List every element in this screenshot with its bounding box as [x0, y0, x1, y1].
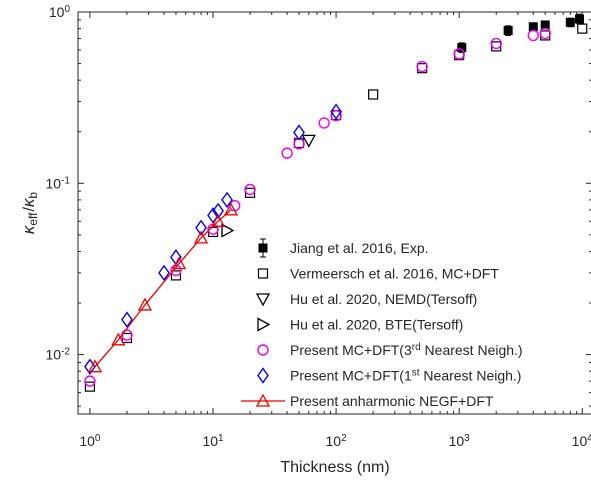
data-point — [170, 270, 182, 281]
legend-label: Vermeersch et al. 2016, MC+DFT — [290, 266, 499, 282]
axis-ticks: 100 101 102 103 104 10-2 10-1 100 — [46, 4, 591, 450]
legend-label: Present anharmonic NEGF+DFT — [290, 393, 494, 409]
data-point — [84, 375, 96, 387]
legend-label: Present MC+DFT(3rd Nearest Neigh.) — [290, 342, 523, 359]
series-6 — [87, 202, 239, 373]
y-axis-label: κeff/κb — [19, 192, 40, 235]
data-point — [453, 48, 465, 60]
data-point — [330, 110, 342, 122]
series-2 — [301, 134, 316, 148]
legend-item: Present MC+DFT(1st Nearest Neigh.) — [257, 367, 521, 384]
svg-text:κeff/κb: κeff/κb — [19, 192, 40, 235]
data-point — [211, 213, 226, 227]
series-1 — [84, 23, 588, 392]
data-point — [527, 29, 539, 42]
data-point — [490, 37, 502, 50]
legend-label: Hu et al. 2020, BTE(Tersoff) — [290, 317, 463, 333]
data-point — [539, 27, 551, 40]
data-point — [207, 207, 219, 224]
data-point — [301, 134, 316, 148]
legend-marker — [257, 344, 269, 356]
data-point — [368, 89, 379, 100]
data-point — [195, 219, 207, 236]
x-tick-label: 102 — [326, 433, 348, 450]
x-tick-label: 104 — [572, 433, 591, 450]
x-tick-label: 103 — [449, 433, 471, 450]
data-point — [293, 124, 305, 141]
data-point — [244, 183, 256, 196]
data-point — [575, 14, 585, 24]
data-point — [212, 202, 224, 220]
x-tick-label: 100 — [79, 433, 101, 450]
x-axis-label: Thickness (nm) — [280, 459, 389, 476]
y-tick-label: 100 — [49, 4, 71, 21]
legend-marker — [255, 393, 271, 407]
y-tick-label: 10-1 — [46, 175, 71, 192]
series-0 — [457, 13, 585, 54]
legend-item: Hu et al. 2020, NEMD(Tersoff) — [255, 291, 477, 307]
x-tick-label: 101 — [202, 433, 224, 450]
legend-marker — [257, 268, 269, 279]
legend-item: Hu et al. 2020, BTE(Tersoff) — [257, 317, 463, 333]
legend-label: Jiang et al. 2016, Exp. — [290, 240, 429, 256]
data-point — [171, 256, 187, 270]
legend-label: Hu et al. 2020, NEMD(Tersoff) — [290, 291, 477, 307]
legend-item: Jiang et al. 2016, Exp. — [258, 238, 429, 258]
data-point — [565, 17, 575, 27]
data-point — [528, 22, 538, 32]
data-point — [318, 117, 330, 129]
data-point — [281, 147, 293, 159]
series-3 — [221, 223, 235, 238]
data-point — [491, 41, 502, 52]
data-point — [137, 297, 153, 311]
y-tick-label: 10-2 — [46, 346, 71, 363]
legend-item: Vermeersch et al. 2016, MC+DFT — [257, 266, 499, 282]
data-point — [193, 230, 209, 244]
data-point — [87, 359, 103, 373]
data-point — [457, 43, 467, 53]
series-line — [94, 209, 232, 368]
data-point — [221, 223, 235, 238]
axes-frame — [77, 11, 591, 415]
data-point — [158, 264, 170, 282]
legend-item: Present MC+DFT(3rd Nearest Neigh.) — [257, 342, 523, 359]
data-point — [121, 311, 133, 328]
data-point — [503, 25, 513, 35]
legend-marker — [255, 293, 271, 307]
legend-marker — [257, 317, 271, 332]
data-point — [330, 103, 342, 120]
data-point — [121, 332, 133, 344]
data-point — [221, 191, 233, 209]
legend: Jiang et al. 2016, Exp. Vermeersch et al.… — [241, 238, 523, 409]
data-series — [84, 13, 588, 392]
legend-item: Present anharmonic NEGF+DFT — [241, 393, 494, 409]
legend-marker — [257, 367, 269, 384]
data-point — [121, 329, 133, 341]
legend-label: Present MC+DFT(1st Nearest Neigh.) — [290, 367, 521, 384]
legend-marker — [258, 243, 268, 253]
data-point — [577, 23, 588, 34]
data-point — [84, 381, 96, 392]
data-point — [416, 60, 428, 73]
data-point — [223, 202, 239, 216]
data-point — [111, 332, 126, 346]
